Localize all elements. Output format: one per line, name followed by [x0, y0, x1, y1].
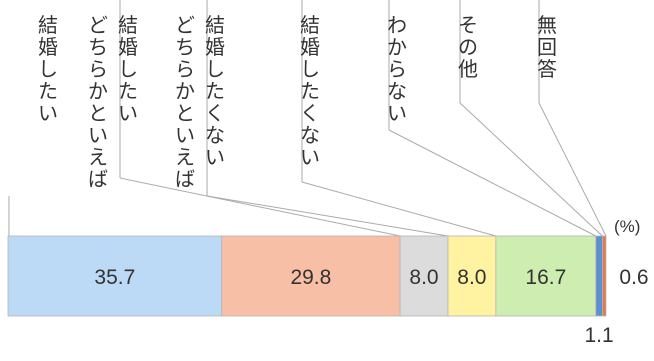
leader-line [459, 102, 603, 237]
leader-line [119, 177, 401, 237]
category-label: どちらかといえば [175, 13, 195, 191]
leader-line [388, 129, 597, 237]
value-label: 16.7 [525, 266, 566, 289]
value-label: 0.6 [619, 266, 648, 289]
leader-line [538, 102, 607, 237]
leader-line [301, 181, 496, 237]
bar-segment [7, 235, 223, 317]
bar-segment [221, 235, 401, 317]
category-label: 結婚したくない [300, 13, 320, 169]
category-label: どちらかといえば [88, 13, 108, 191]
category-label: わからない [387, 13, 407, 125]
unit-label: (%) [614, 217, 640, 236]
category-label: 無回答 [537, 13, 557, 81]
value-label: 1.1 [585, 324, 614, 347]
category-label: その他 [458, 13, 478, 81]
value-label: 8.0 [457, 266, 486, 289]
leader-line [206, 195, 449, 237]
bar-segment [595, 235, 603, 317]
value-label: 35.7 [94, 266, 135, 289]
bar-segment [602, 235, 607, 317]
value-label: 8.0 [409, 266, 438, 289]
category-label: 結婚したい [38, 13, 58, 125]
category-label: 結婚したくない [205, 13, 225, 169]
category-label: 結婚したい [118, 13, 138, 125]
value-label: 29.8 [290, 266, 331, 289]
